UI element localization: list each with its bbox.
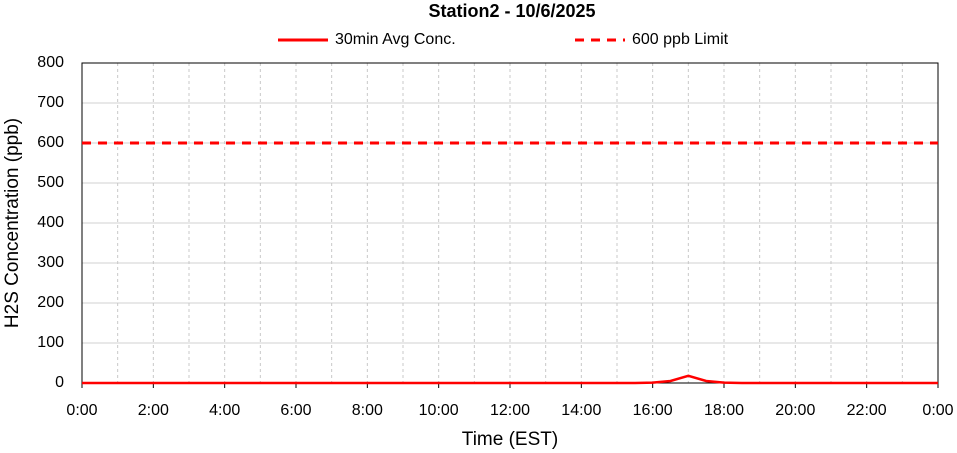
x-tick-label: 20:00 xyxy=(775,402,815,419)
y-tick-label: 800 xyxy=(37,54,64,71)
legend-label: 600 ppb Limit xyxy=(632,31,729,48)
x-axis-title: Time (EST) xyxy=(462,429,558,450)
x-tick-label: 0:00 xyxy=(66,402,97,419)
x-tick-label: 0:00 xyxy=(922,402,953,419)
y-tick-label: 300 xyxy=(37,254,64,271)
y-tick-label: 400 xyxy=(37,214,64,231)
y-tick-label: 0 xyxy=(55,374,64,391)
x-tick-label: 6:00 xyxy=(280,402,311,419)
x-tick-label: 10:00 xyxy=(419,402,459,419)
y-axis-title: H2S Concentration (ppb) xyxy=(2,118,23,328)
y-tick-label: 200 xyxy=(37,294,64,311)
x-tick-label: 22:00 xyxy=(847,402,887,419)
y-tick-label: 100 xyxy=(37,334,64,351)
legend-label: 30min Avg Conc. xyxy=(335,31,456,48)
x-tick-label: 14:00 xyxy=(561,402,601,419)
y-tick-label: 500 xyxy=(37,174,64,191)
x-tick-label: 16:00 xyxy=(633,402,673,419)
series-line xyxy=(82,374,938,385)
x-tick-label: 12:00 xyxy=(490,402,530,419)
y-tick-label: 600 xyxy=(37,134,64,151)
x-tick-label: 2:00 xyxy=(138,402,169,419)
chart-title: Station2 - 10/6/2025 xyxy=(428,1,595,21)
x-tick-label: 8:00 xyxy=(352,402,383,419)
x-tick-label: 18:00 xyxy=(704,402,744,419)
x-tick-label: 4:00 xyxy=(209,402,240,419)
y-tick-label: 700 xyxy=(37,94,64,111)
